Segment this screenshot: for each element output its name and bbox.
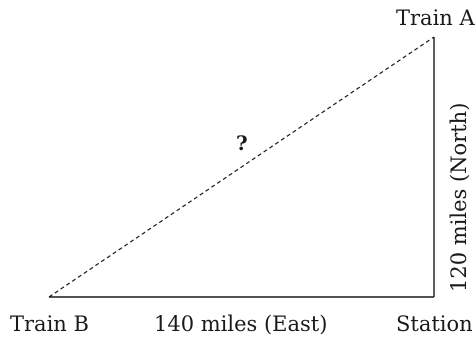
north-distance-label: 120 miles (North): [447, 103, 471, 292]
train-b-label: Train B: [10, 312, 89, 336]
station-label: Station: [396, 312, 473, 336]
hypotenuse-dashed-line: [48, 36, 435, 298]
unknown-distance-label: ?: [236, 131, 248, 155]
train-a-label: Train A: [396, 6, 475, 30]
east-distance-label: 140 miles (East): [154, 312, 327, 336]
